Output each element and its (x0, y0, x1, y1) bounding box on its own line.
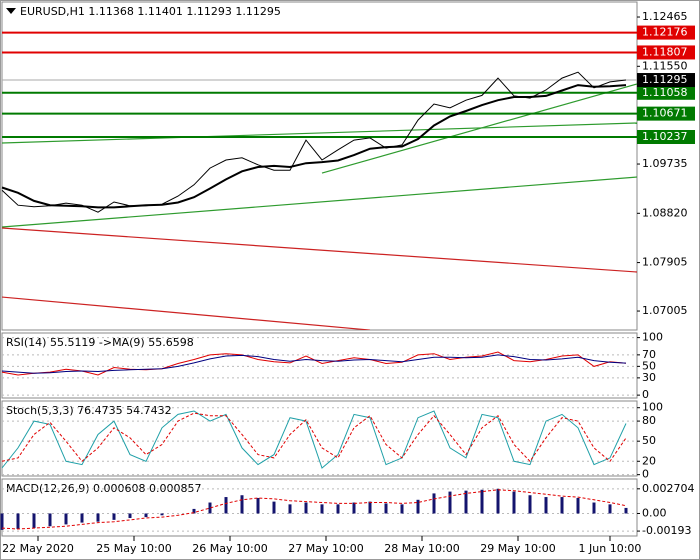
y-tick-label: 0 (642, 388, 649, 401)
y-tick-label: 50 (642, 359, 656, 372)
series-line (1, 412, 627, 463)
rsi-pane (1, 332, 638, 399)
trendline (2, 122, 637, 144)
histogram-bar (528, 495, 532, 514)
histogram-bar (240, 495, 244, 514)
y-tick-label: 100 (642, 331, 663, 344)
histogram-bar (208, 502, 212, 514)
series-line (1, 84, 627, 209)
y-tick-label: 0.00 (642, 506, 667, 519)
price-label: 1.10237 (642, 130, 688, 143)
histogram-bar (608, 504, 612, 514)
histogram-bar (352, 502, 356, 514)
price-label: 1.11807 (642, 45, 688, 58)
series-line (1, 354, 627, 374)
histogram-bar (144, 513, 148, 518)
price-label: 1.12176 (642, 26, 688, 39)
x-tick-label: 27 May 10:00 (288, 542, 363, 555)
price-label: 1.11058 (642, 86, 688, 99)
trendline (2, 227, 637, 273)
histogram-bar (32, 513, 36, 529)
y-tick-label: -0.00193 (642, 524, 691, 537)
histogram-bar (112, 513, 116, 520)
trendline (321, 83, 637, 174)
y-tick-label: 100 (642, 401, 663, 414)
histogram-bar (0, 513, 4, 530)
trendline (2, 296, 371, 330)
x-tick-label: 28 May 10:00 (384, 542, 459, 555)
price-label: 1.11295 (642, 73, 688, 86)
y-tick-label: 80 (642, 414, 656, 427)
trendline (2, 176, 637, 228)
histogram-bar (160, 513, 164, 516)
y-tick-label: 0.002704 (642, 482, 695, 495)
price-label-box (637, 73, 695, 88)
histogram-bar (560, 497, 564, 514)
x-tick-label: 26 May 10:00 (192, 542, 267, 555)
histogram-bar (464, 490, 468, 514)
histogram-bar (256, 497, 260, 514)
x-tick-label: 1 Jun 10:00 (579, 542, 642, 555)
y-tick-label: 50 (642, 434, 656, 447)
histogram-bar (304, 502, 308, 514)
histogram-bar (288, 504, 292, 514)
pane-title: EURUSD,H1 1.11368 1.11401 1.11293 1.1129… (20, 5, 281, 18)
price-label-box (637, 45, 695, 60)
y-tick-label: 0 (642, 468, 649, 481)
histogram-bar (320, 504, 324, 514)
histogram-bar (368, 501, 372, 514)
stoch-pane (1, 400, 638, 477)
price-label: 1.10671 (642, 107, 688, 120)
histogram-bar (480, 489, 484, 514)
histogram-bar (592, 502, 596, 514)
y-tick-label: 70 (642, 348, 656, 361)
series-line (1, 410, 627, 469)
histogram-bar (336, 504, 340, 514)
histogram-bar (576, 497, 580, 514)
y-tick-label: 1.12465 (642, 10, 688, 23)
histogram-bar (432, 493, 436, 514)
histogram-bar (544, 497, 548, 514)
histogram-bar (128, 513, 132, 519)
x-tick-label: 25 May 10:00 (96, 542, 171, 555)
pane-title: RSI(14) 55.5119 ->MA(9) 55.6598 (6, 336, 194, 349)
pane-title: Stoch(5,3,3) 76.4735 54.7432 (6, 404, 172, 417)
histogram-bar (224, 497, 228, 514)
histogram-bar (400, 504, 404, 514)
histogram-bar (96, 513, 100, 522)
histogram-bar (48, 513, 52, 527)
x-tick-label: 29 May 10:00 (480, 542, 555, 555)
collapse-icon[interactable] (6, 8, 16, 14)
price-label-box (637, 130, 695, 145)
price-pane (1, 1, 638, 331)
y-tick-label: 1.09735 (642, 157, 688, 170)
histogram-bar (384, 503, 388, 514)
y-tick-label: 1.08820 (642, 206, 688, 219)
histogram-bar (512, 491, 516, 514)
histogram-bar (416, 499, 420, 514)
price-label-box (637, 106, 695, 121)
y-tick-label: 1.07005 (642, 304, 688, 317)
histogram-bar (192, 508, 196, 514)
y-tick-label: 1.11550 (642, 59, 688, 72)
y-tick-label: 20 (642, 454, 656, 467)
histogram-bar (496, 488, 500, 514)
histogram-bar (272, 501, 276, 514)
x-tick-label: 22 May 2020 (2, 542, 74, 555)
y-tick-label: 30 (642, 371, 656, 384)
price-label-box (637, 85, 695, 100)
histogram-bar (448, 491, 452, 514)
histogram-bar (16, 513, 20, 529)
price-label-box (637, 25, 695, 40)
histogram-bar (624, 507, 628, 514)
histogram-bar (64, 513, 68, 525)
histogram-bar (80, 513, 84, 523)
y-tick-label: 1.07905 (642, 256, 688, 269)
